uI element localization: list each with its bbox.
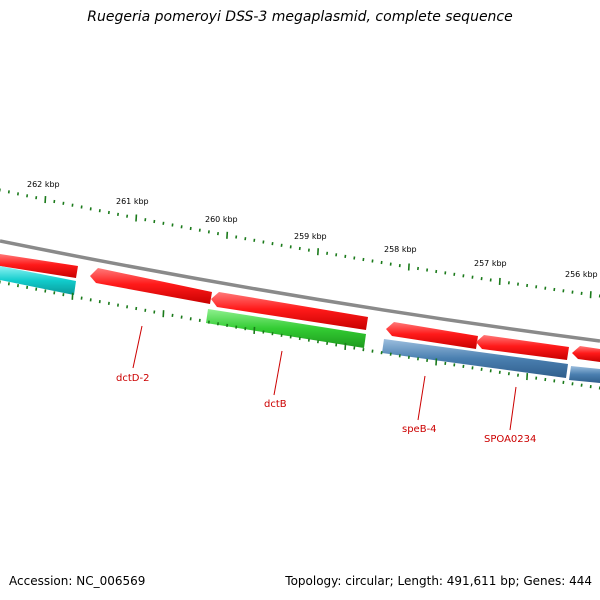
- leader-line: [509, 386, 517, 431]
- kbp-label: 257 kbp: [474, 259, 507, 268]
- gene-bar[interactable]: [569, 366, 600, 383]
- gene-bar[interactable]: [382, 339, 568, 378]
- forward-strand-genes: [0, 254, 600, 362]
- gene-bar[interactable]: [206, 309, 366, 348]
- gene-label-dctb[interactable]: dctB: [264, 399, 287, 410]
- map-title: Ruegeria pomeroyi DSS-3 megaplasmid, com…: [87, 9, 513, 25]
- kbp-label: 258 kbp: [384, 245, 417, 254]
- accession-text: Accession: NC_006569: [9, 574, 146, 588]
- reverse-strand-genes: [0, 266, 600, 383]
- gene-bar[interactable]: [0, 266, 76, 295]
- kbp-label: 260 kbp: [205, 215, 238, 224]
- leader-line: [273, 350, 283, 396]
- scale-ticks: [0, 188, 600, 299]
- gene-label-speb-4[interactable]: speB-4: [402, 424, 437, 435]
- kbp-label: 262 kbp: [27, 180, 60, 189]
- gene-arrow[interactable]: [476, 335, 569, 360]
- gene-arrow[interactable]: [386, 322, 478, 349]
- summary-text: Topology: circular; Length: 491,611 bp; …: [285, 574, 592, 588]
- gene-arrow[interactable]: [90, 268, 212, 304]
- kbp-label: 259 kbp: [294, 232, 327, 241]
- gene-label-dctd-2[interactable]: dctD-2: [116, 373, 149, 384]
- gene-arrow[interactable]: [211, 292, 368, 330]
- inner-scale-ticks: [0, 280, 600, 390]
- scale-labels: 262 kbp 261 kbp 260 kbp 259 kbp 258 kbp …: [27, 180, 598, 279]
- gene-label-leaders: [132, 325, 517, 431]
- kbp-label: 256 kbp: [565, 270, 598, 279]
- leader-line: [132, 325, 143, 369]
- gene-arrow[interactable]: [0, 254, 78, 278]
- gene-arrow[interactable]: [572, 346, 600, 362]
- gene-labels: dctD-2 dctB speB-4 SPOA0234: [116, 373, 536, 445]
- plasmid-backbone: [0, 239, 600, 343]
- leader-line: [417, 375, 426, 421]
- kbp-label: 261 kbp: [116, 197, 149, 206]
- gene-label-spoa0234[interactable]: SPOA0234: [484, 434, 536, 445]
